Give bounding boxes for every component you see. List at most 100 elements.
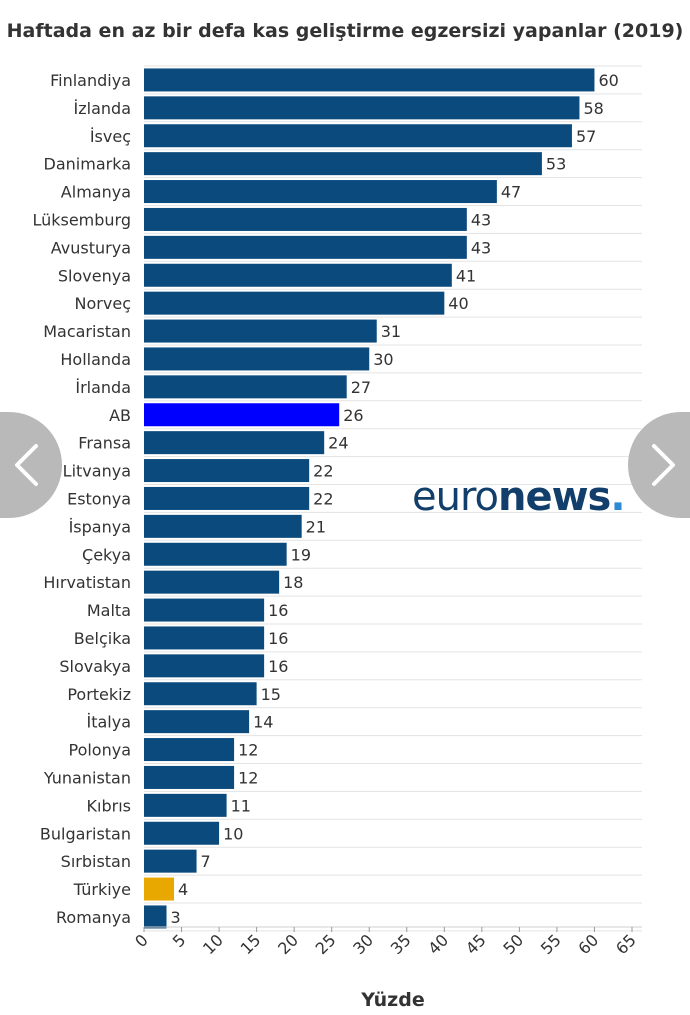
bar xyxy=(144,375,347,399)
bar xyxy=(144,738,235,762)
x-axis: 0 5 10 15 20 25 30 35 40 45 50 55 60 65 xyxy=(131,926,642,958)
data-label: 41 xyxy=(456,266,476,285)
bar xyxy=(144,319,377,343)
data-label: 27 xyxy=(351,378,371,397)
category-label: Polonya xyxy=(68,741,131,760)
x-tick-label: 55 xyxy=(537,930,565,958)
bar xyxy=(144,68,595,92)
data-label: 18 xyxy=(283,573,303,592)
data-label: 14 xyxy=(253,713,273,732)
data-label: 7 xyxy=(201,852,211,871)
bar xyxy=(144,682,257,706)
category-label: Portekiz xyxy=(67,685,131,704)
euronews-watermark: euronews. xyxy=(412,474,626,520)
bar xyxy=(144,793,227,817)
category-label: Almanya xyxy=(61,183,131,202)
grid-lines xyxy=(144,65,642,932)
bar xyxy=(144,514,302,538)
category-label: Danimarka xyxy=(44,155,131,174)
data-label: 24 xyxy=(328,434,348,453)
category-label: İzlanda xyxy=(74,99,131,118)
data-label: 26 xyxy=(343,406,363,425)
category-label: Çekya xyxy=(82,545,131,564)
category-label: Slovenya xyxy=(58,266,131,285)
category-label: Romanya xyxy=(56,908,131,927)
bar xyxy=(144,849,197,873)
x-tick-label: 0 xyxy=(131,930,152,951)
category-label: Hollanda xyxy=(60,350,131,369)
bar xyxy=(144,710,250,734)
category-label: AB xyxy=(109,406,131,425)
data-label: 12 xyxy=(238,768,258,787)
data-label: 30 xyxy=(373,350,393,369)
data-label: 58 xyxy=(583,99,603,118)
data-label: 16 xyxy=(268,629,288,648)
bar xyxy=(144,459,310,483)
x-tick-label: 15 xyxy=(237,930,265,958)
x-tick-label: 30 xyxy=(349,930,377,958)
data-label: 53 xyxy=(546,155,566,174)
x-tick-label: 25 xyxy=(312,930,340,958)
data-label: 21 xyxy=(306,517,326,536)
bar xyxy=(144,124,572,148)
category-label: Macaristan xyxy=(43,322,131,341)
x-tick-label: 60 xyxy=(574,930,602,958)
category-label: Malta xyxy=(87,601,131,620)
data-label: 4 xyxy=(178,880,188,899)
category-label: İrlanda xyxy=(75,378,131,397)
chevron-right-icon xyxy=(652,444,675,486)
bar xyxy=(144,347,370,371)
category-label: Finlandiya xyxy=(50,71,131,90)
x-tick-label: 10 xyxy=(199,930,227,958)
bar xyxy=(144,96,580,120)
x-tick-label: 20 xyxy=(274,930,302,958)
data-label: 19 xyxy=(291,545,311,564)
x-tick-label: 50 xyxy=(499,930,527,958)
bar xyxy=(144,486,310,510)
bar xyxy=(144,821,220,845)
bar xyxy=(144,570,280,594)
bar xyxy=(144,877,175,901)
watermark-part1: euro xyxy=(412,474,499,520)
bar xyxy=(144,542,287,566)
data-label: 47 xyxy=(501,183,521,202)
x-tick-label: 35 xyxy=(387,930,415,958)
data-label: 31 xyxy=(381,322,401,341)
data-label: 12 xyxy=(238,741,258,760)
bar xyxy=(144,291,445,315)
x-tick-label: 65 xyxy=(612,930,640,958)
bar xyxy=(144,905,167,929)
data-label: 40 xyxy=(448,294,468,313)
data-label: 43 xyxy=(471,210,491,229)
category-label: İspanya xyxy=(69,517,131,536)
bar xyxy=(144,207,467,231)
x-axis-title: Yüzde xyxy=(360,989,424,1011)
chevron-left-icon xyxy=(15,444,38,486)
data-label: 15 xyxy=(261,685,281,704)
category-label: İtalya xyxy=(86,713,131,732)
bar xyxy=(144,403,340,427)
category-label: Belçika xyxy=(74,629,131,648)
bar xyxy=(144,180,497,204)
category-label: Fransa xyxy=(78,434,131,453)
bars xyxy=(144,68,595,929)
x-tick-label: 45 xyxy=(462,930,490,958)
category-label: Slovakya xyxy=(59,657,131,676)
category-label: Avusturya xyxy=(51,238,131,257)
data-label: 22 xyxy=(313,489,333,508)
data-label: 3 xyxy=(171,908,181,927)
bar xyxy=(144,654,265,678)
bar xyxy=(144,263,452,287)
labels: Finlandiya 60 İzlanda 58 İsveç 57 Danimarka 53 A… xyxy=(32,71,618,927)
data-label: 22 xyxy=(313,462,333,481)
watermark-dot: . xyxy=(610,474,625,520)
category-label: Sırbistan xyxy=(61,852,131,871)
x-tick-label: 5 xyxy=(169,930,190,951)
category-label: Kıbrıs xyxy=(87,796,131,815)
watermark-part2: news xyxy=(498,474,611,520)
bar xyxy=(144,626,265,650)
data-label: 16 xyxy=(268,601,288,620)
category-label: Estonya xyxy=(67,489,131,508)
category-label: Litvanya xyxy=(63,462,131,481)
